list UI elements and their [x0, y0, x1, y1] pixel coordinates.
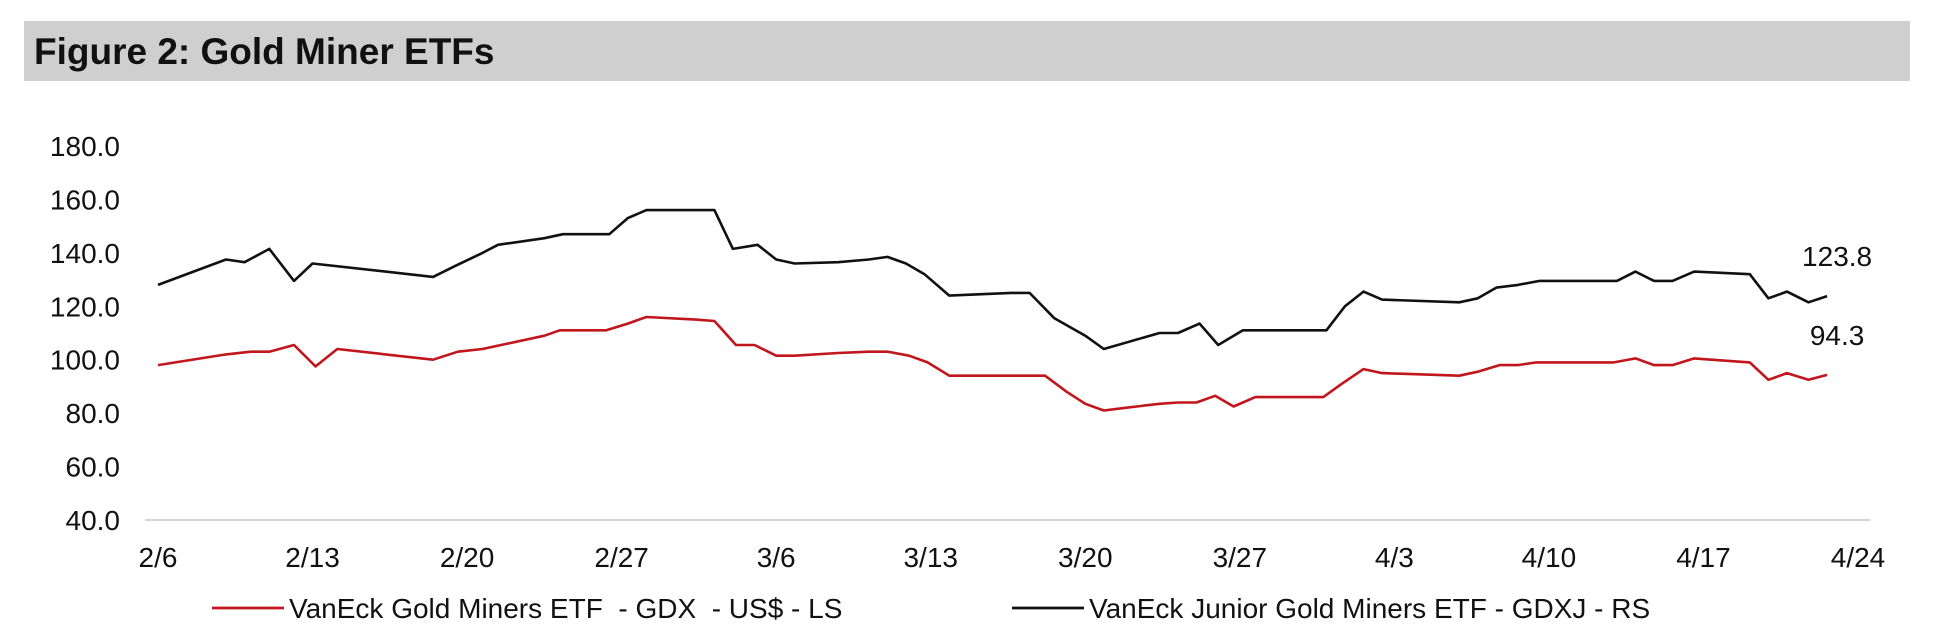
x-tick-label: 2/27 [594, 542, 649, 573]
legend-label-gdxj: VanEck Junior Gold Miners ETF - GDXJ - R… [1089, 593, 1650, 624]
x-tick-label: 3/6 [757, 542, 796, 573]
series-line-gdxj [157, 208, 1828, 351]
x-tick-label: 4/17 [1676, 542, 1731, 573]
figure-title-bar: Figure 2: Gold Miner ETFs [24, 21, 1910, 81]
x-tick-label: 2/20 [440, 542, 495, 573]
x-tick-label: 3/20 [1058, 542, 1113, 573]
end-label-gdxj: 123.8 [1802, 241, 1872, 272]
end-labels: 94.3 123.8 [1802, 241, 1872, 351]
x-tick-label: 2/13 [285, 542, 340, 573]
x-tick-label: 3/27 [1213, 542, 1268, 573]
y-tick-label: 140.0 [50, 238, 120, 269]
x-tick-label: 3/13 [903, 542, 958, 573]
figure-title: Figure 2: Gold Miner ETFs [34, 31, 495, 72]
y-tick-label: 100.0 [50, 345, 120, 376]
y-tick-label: 60.0 [66, 452, 121, 483]
end-label-gdx: 94.3 [1810, 320, 1865, 351]
x-tick-label: 4/24 [1831, 542, 1886, 573]
y-axis-ticks: 180.0 160.0 140.0 120.0 100.0 80.0 60.0 40.0 [50, 131, 120, 536]
y-tick-label: 40.0 [66, 505, 121, 536]
y-tick-label: 180.0 [50, 131, 120, 162]
y-tick-label: 120.0 [50, 291, 120, 322]
series-layer [157, 208, 1828, 412]
series-line-gdx [157, 315, 1828, 412]
x-axis-ticks: 2/6 2/13 2/20 2/27 3/6 3/13 3/20 3/27 4/3 4/10 4/1… [139, 542, 1886, 573]
y-tick-label: 80.0 [66, 398, 121, 429]
x-tick-label: 4/10 [1522, 542, 1577, 573]
legend-label-gdx: VanEck Gold Miners ETF - GDX - US$ - LS [289, 593, 842, 624]
x-tick-label: 4/3 [1375, 542, 1414, 573]
legend: VanEck Gold Miners ETF - GDX - US$ - LS V… [212, 593, 1650, 624]
y-tick-label: 160.0 [50, 184, 120, 215]
x-tick-label: 2/6 [139, 542, 178, 573]
